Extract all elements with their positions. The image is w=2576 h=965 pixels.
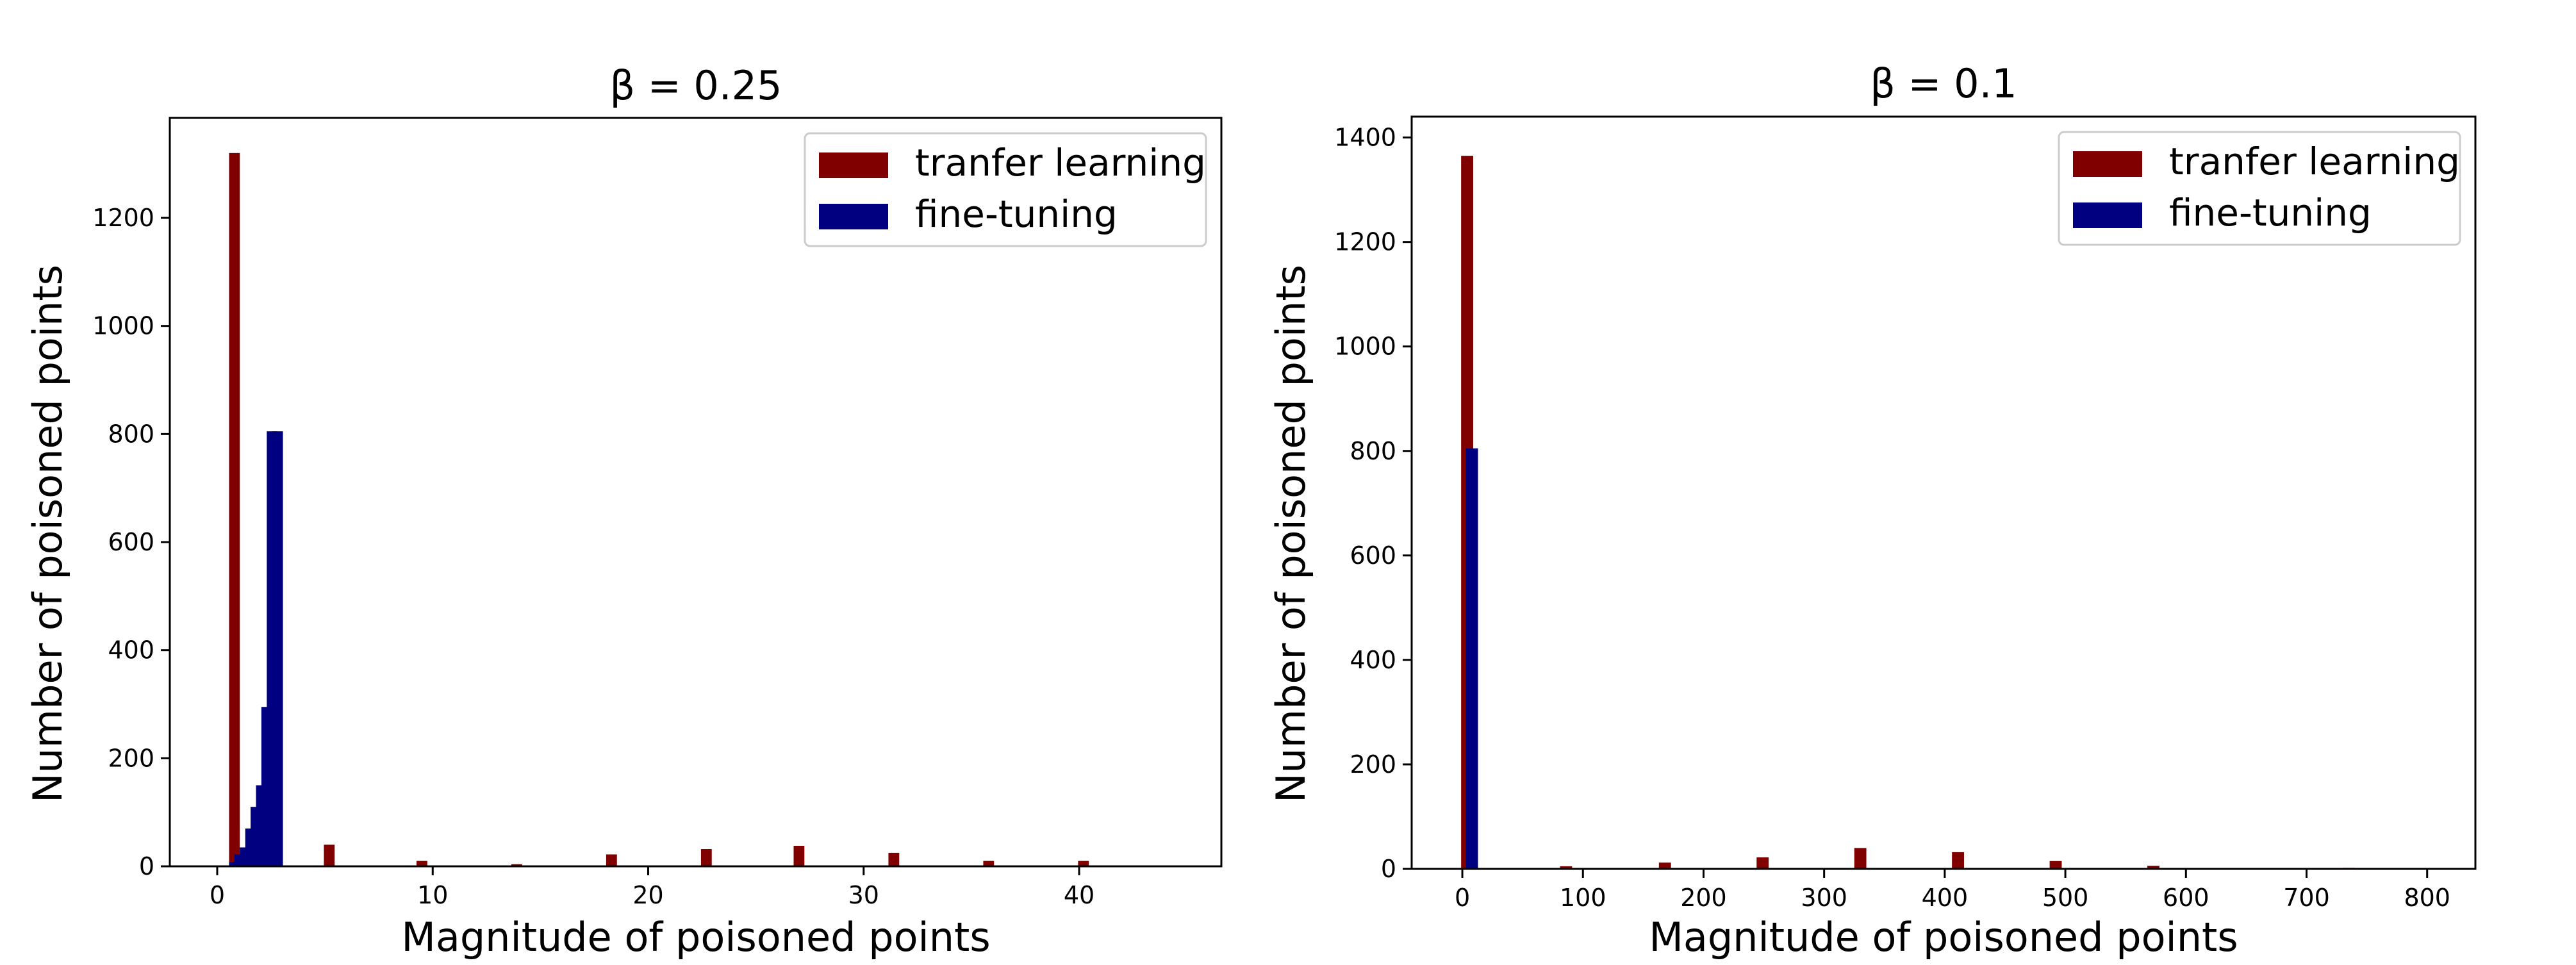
y-tick-label: 1400 xyxy=(1334,124,1396,152)
bar-series-0 xyxy=(793,845,805,866)
y-tick-label: 800 xyxy=(1350,437,1396,465)
chart-title: β = 0.25 xyxy=(610,62,782,109)
bars xyxy=(229,153,1089,866)
x-axis-label: Magnitude of poisoned points xyxy=(401,914,990,961)
x-tick-label: 40 xyxy=(1064,881,1094,909)
bar-series-0 xyxy=(2049,861,2062,869)
x-tick-label: 600 xyxy=(2163,884,2209,912)
x-axis-label: Magnitude of poisoned points xyxy=(1649,914,2238,961)
x-tick-label: 500 xyxy=(2042,884,2089,912)
y-tick-label: 1200 xyxy=(92,204,154,232)
bar-series-0 xyxy=(1560,866,1573,869)
x-tick-label: 10 xyxy=(417,881,448,909)
bar-series-0 xyxy=(700,849,712,866)
bar-series-0 xyxy=(606,854,617,866)
bar-series-0 xyxy=(1078,861,1089,866)
x-tick-label: 400 xyxy=(1922,884,1969,912)
x-tick-label: 30 xyxy=(848,881,879,909)
bar-series-0 xyxy=(1854,848,1867,869)
y-tick-label: 400 xyxy=(1350,646,1396,674)
bar-series-0 xyxy=(417,861,427,866)
y-tick-label: 400 xyxy=(108,636,154,664)
bar-series-0 xyxy=(324,845,335,866)
plot-area-frame xyxy=(1410,115,2477,870)
legend-swatch xyxy=(2073,151,2142,177)
y-tick-label: 800 xyxy=(108,420,154,448)
bar-series-0 xyxy=(229,153,240,866)
legend-box xyxy=(2058,131,2461,246)
y-axis-label: Number of poisoned points xyxy=(1267,265,1314,803)
y-tick-label: 1200 xyxy=(1334,228,1396,256)
y-tick-label: 200 xyxy=(108,744,154,772)
y-tick-label: 1000 xyxy=(92,312,154,340)
bar-series-0 xyxy=(1658,862,1671,869)
chart-title: β = 0.1 xyxy=(1870,60,2017,107)
bar-series-1 xyxy=(1466,448,1478,869)
x-tick-label: 800 xyxy=(2404,884,2450,912)
bar-series-0 xyxy=(983,861,995,866)
y-tick-label: 600 xyxy=(108,528,154,556)
plot-area-frame xyxy=(169,117,1223,868)
axis-ticks: 0 100 200 300 400 500 600 700 800 0 200 400 600 800 10… xyxy=(1334,124,2450,912)
x-tick-label: 0 xyxy=(1455,884,1470,912)
bar-series-0 xyxy=(888,852,900,866)
y-tick-label: 0 xyxy=(1381,855,1396,883)
legend-label: tranfer learning xyxy=(915,141,1206,185)
bar-series-1 xyxy=(272,431,283,866)
legend-swatch xyxy=(819,153,888,178)
x-tick-label: 700 xyxy=(2283,884,2330,912)
y-axis-label: Number of poisoned points xyxy=(24,265,71,803)
y-tick-label: 200 xyxy=(1350,750,1396,779)
y-tick-label: 0 xyxy=(139,852,154,880)
x-tick-label: 20 xyxy=(632,881,663,909)
chart-panel-beta-0-1: β = 0.1 0 100 200 300 400 500 600 700 800 0 200 400… xyxy=(1267,60,2477,961)
bar-series-0 xyxy=(1952,852,1964,869)
y-tick-label: 1000 xyxy=(1334,333,1396,361)
legend-swatch xyxy=(819,204,888,229)
bar-series-0 xyxy=(1756,857,1769,869)
legend-swatch xyxy=(2073,202,2142,228)
legend-label: fine-tuning xyxy=(2169,191,2372,235)
bar-series-0 xyxy=(511,864,522,866)
chart-panel-beta-0-25: β = 0.25 0 10 20 30 40020040060080010001200 … xyxy=(24,62,1223,961)
legend-box xyxy=(804,132,1207,247)
x-tick-label: 200 xyxy=(1680,884,1727,912)
legend-label: fine-tuning xyxy=(915,192,1118,236)
legend: tranfer learning fine-tuning xyxy=(2058,131,2461,246)
bar-series-0 xyxy=(2147,866,2159,869)
x-tick-label: 300 xyxy=(1801,884,1847,912)
bars xyxy=(1461,156,2355,869)
x-tick-label: 100 xyxy=(1560,884,1606,912)
bar-series-1 xyxy=(229,862,240,866)
x-tick-label: 0 xyxy=(210,881,225,909)
legend: tranfer learning fine-tuning xyxy=(804,132,1207,247)
legend-label: tranfer learning xyxy=(2169,140,2460,183)
y-tick-label: 600 xyxy=(1350,541,1396,570)
